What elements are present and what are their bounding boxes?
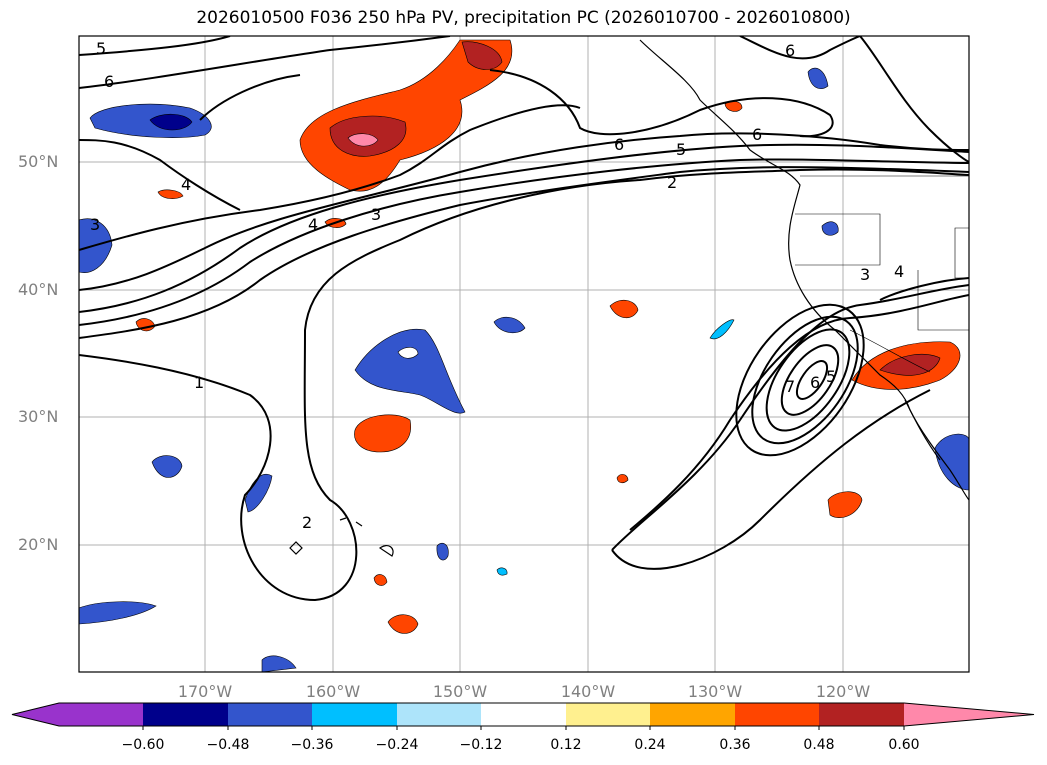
colorbar-outline <box>11 702 1035 727</box>
precip-positive <box>135 39 961 634</box>
contour-label: 3 <box>90 215 100 234</box>
colorbar <box>11 702 1035 730</box>
colorbar-segment <box>566 703 650 726</box>
colorbar-tick-label: −0.60 <box>121 737 165 753</box>
precip-negative <box>79 67 969 672</box>
lon-label: 150°W <box>432 682 488 701</box>
contour-label: 2 <box>667 173 677 192</box>
lat-label: 30°N <box>18 407 59 426</box>
contour-label: 5 <box>96 39 106 58</box>
contour-label: 6 <box>785 41 795 60</box>
lon-label: 140°W <box>560 682 616 701</box>
lon-label: 130°W <box>687 682 743 701</box>
contour-label: 4 <box>181 175 191 194</box>
colorbar-segment <box>650 703 735 726</box>
graticule <box>79 36 969 672</box>
colorbar-segment <box>59 703 143 726</box>
colorbar-segment <box>143 703 228 726</box>
contour-label: 6 <box>614 135 624 154</box>
colorbar-tick-label: 0.24 <box>634 737 666 753</box>
lat-label: 40°N <box>18 280 59 299</box>
contour-label: 1 <box>194 373 204 392</box>
colorbar-segment <box>228 703 312 726</box>
colorbar-tick-label: 0.12 <box>550 737 582 753</box>
pv-contours <box>79 36 969 602</box>
contour-label: 4 <box>308 215 318 234</box>
contour-label: 5 <box>676 140 686 159</box>
lat-label: 20°N <box>18 535 59 554</box>
colorbar-tick-label: −0.36 <box>290 737 334 753</box>
borders <box>795 175 969 373</box>
map-background <box>79 36 969 672</box>
colorbar-extend-low <box>12 703 59 726</box>
colorbar-segment <box>481 703 566 726</box>
colorbar-segment <box>397 703 481 726</box>
map-frame <box>78 35 970 673</box>
contour-label: 3 <box>371 205 381 224</box>
lon-label: 120°W <box>815 682 871 701</box>
lon-label: 170°W <box>177 682 233 701</box>
contour-label: 6 <box>810 373 820 392</box>
coastlines <box>289 39 969 557</box>
colorbar-segment <box>312 703 397 726</box>
contour-label: 2 <box>302 513 312 532</box>
colorbar-tick-label: 0.36 <box>719 737 751 753</box>
cutoff-low-contours <box>611 277 969 570</box>
contour-label: 6 <box>104 72 114 91</box>
lon-label: 160°W <box>305 682 361 701</box>
colorbar-tick-label: −0.12 <box>459 737 503 753</box>
contour-label: 5 <box>826 367 836 386</box>
colorbar-tick-label: 0.48 <box>803 737 835 753</box>
contour-label: 4 <box>894 262 904 281</box>
map-title: 2026010500 F036 250 hPa PV, precipitatio… <box>196 8 851 28</box>
colorbar-extend-high <box>904 703 1034 726</box>
colorbar-tick-label: −0.48 <box>206 737 250 753</box>
lat-label: 50°N <box>18 152 59 171</box>
colorbar-tick-label: −0.24 <box>375 737 419 753</box>
colorbar-segment <box>735 703 819 726</box>
contour-label: 6 <box>752 125 762 144</box>
colorbar-segment <box>819 703 904 726</box>
contour-label: 3 <box>860 265 870 284</box>
colorbar-tick-label: 0.60 <box>888 737 920 753</box>
contour-label: 7 <box>785 377 795 396</box>
contour-label-group: 5 6 4 3 2 6 5 4 3 1 2 6 6 4 3 7 6 5 <box>90 39 904 532</box>
